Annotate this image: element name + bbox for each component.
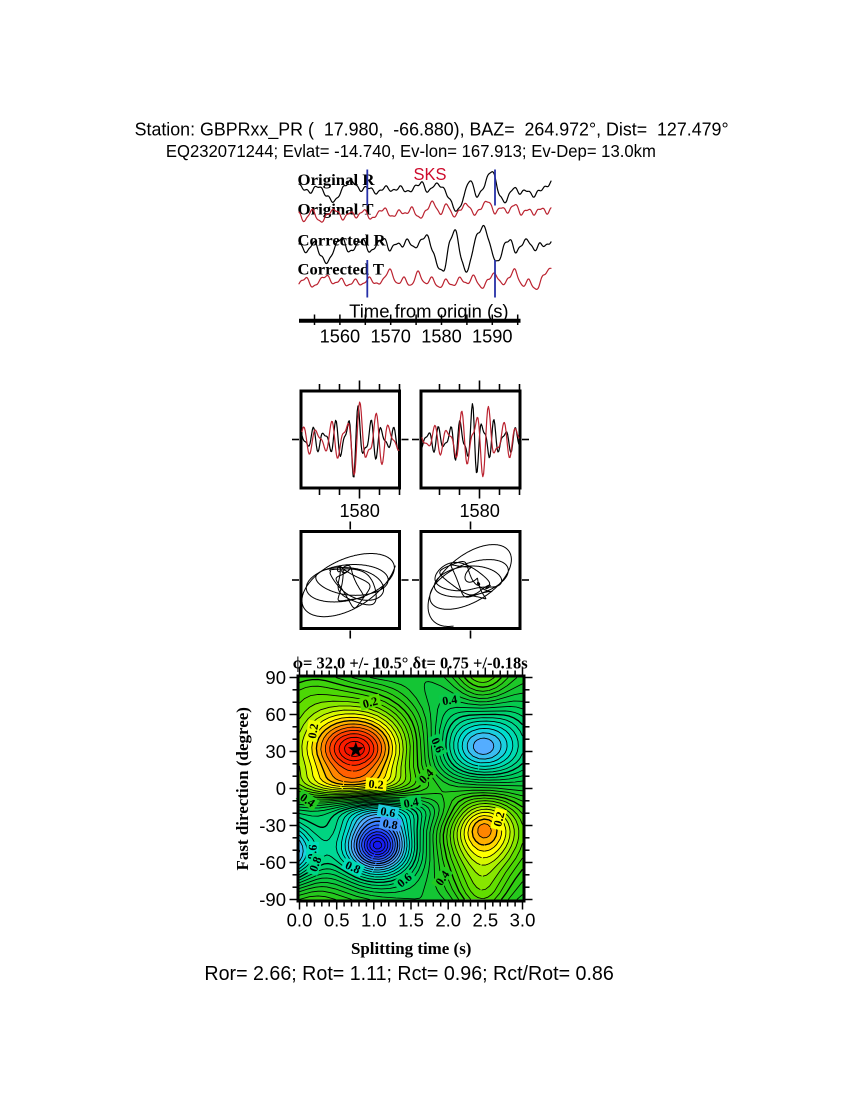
svg-text:SKS: SKS	[414, 164, 447, 184]
svg-text:0.6: 0.6	[428, 735, 447, 755]
svg-text:60: 60	[265, 704, 286, 725]
svg-text:1.5: 1.5	[398, 910, 424, 931]
svg-text:Original T: Original T	[298, 202, 374, 219]
svg-text:ϕ= 32.0 +/- 10.5° δt= 0.75 +/-: ϕ= 32.0 +/- 10.5° δt= 0.75 +/-0.18s	[293, 653, 528, 672]
svg-text:Fast direction (degree): Fast direction (degree)	[233, 707, 252, 871]
svg-text:30: 30	[265, 741, 286, 762]
svg-text:0.0: 0.0	[287, 910, 313, 931]
svg-text:0.4: 0.4	[441, 692, 458, 708]
svg-text:Splitting time (s): Splitting time (s)	[351, 939, 472, 958]
svg-text:0.2: 0.2	[490, 810, 507, 828]
svg-text:Ror= 2.66; Rot= 1.11; Rct= 0.9: Ror= 2.66; Rot= 1.11; Rct= 0.96; Rct/Rot…	[204, 963, 613, 985]
svg-text:0.2: 0.2	[361, 694, 379, 711]
svg-text:1580: 1580	[339, 500, 380, 521]
svg-text:1580: 1580	[459, 500, 500, 521]
svg-text:0: 0	[276, 778, 286, 799]
svg-text:-30: -30	[259, 815, 286, 836]
svg-text:90: 90	[265, 667, 286, 688]
svg-text:EQ232071244; Evlat= -14.740, E: EQ232071244; Evlat= -14.740, Ev-lon= 167…	[166, 141, 656, 161]
svg-text:0.4: 0.4	[402, 794, 419, 810]
svg-text:-90: -90	[259, 889, 286, 910]
svg-text:1590: 1590	[472, 326, 513, 347]
svg-text:1560: 1560	[320, 326, 361, 347]
svg-text:0.6: 0.6	[379, 804, 396, 820]
svg-text:Original R: Original R	[298, 172, 375, 189]
svg-text:Corrected R: Corrected R	[298, 232, 386, 249]
svg-text:1.0: 1.0	[361, 910, 387, 931]
svg-text:0.8: 0.8	[382, 816, 399, 832]
svg-text:1580: 1580	[421, 326, 462, 347]
svg-text:1570: 1570	[370, 326, 411, 347]
svg-text:0.2: 0.2	[305, 722, 321, 739]
svg-text:0.5: 0.5	[324, 910, 350, 931]
svg-text:2.0: 2.0	[435, 910, 461, 931]
svg-text:0.2: 0.2	[368, 777, 384, 792]
svg-text:0.8: 0.8	[306, 855, 324, 874]
svg-text:-60: -60	[259, 852, 286, 873]
svg-text:Corrected T: Corrected T	[298, 262, 385, 279]
svg-text:0.8: 0.8	[343, 858, 363, 877]
svg-text:2.5: 2.5	[472, 910, 498, 931]
svg-text:Station: GBPRxx_PR ( 17.980,: Station: GBPRxx_PR ( 17.980, -66.880), B…	[135, 120, 729, 141]
svg-text:Time from origin (s): Time from origin (s)	[349, 300, 509, 321]
svg-text:3.0: 3.0	[510, 910, 536, 931]
